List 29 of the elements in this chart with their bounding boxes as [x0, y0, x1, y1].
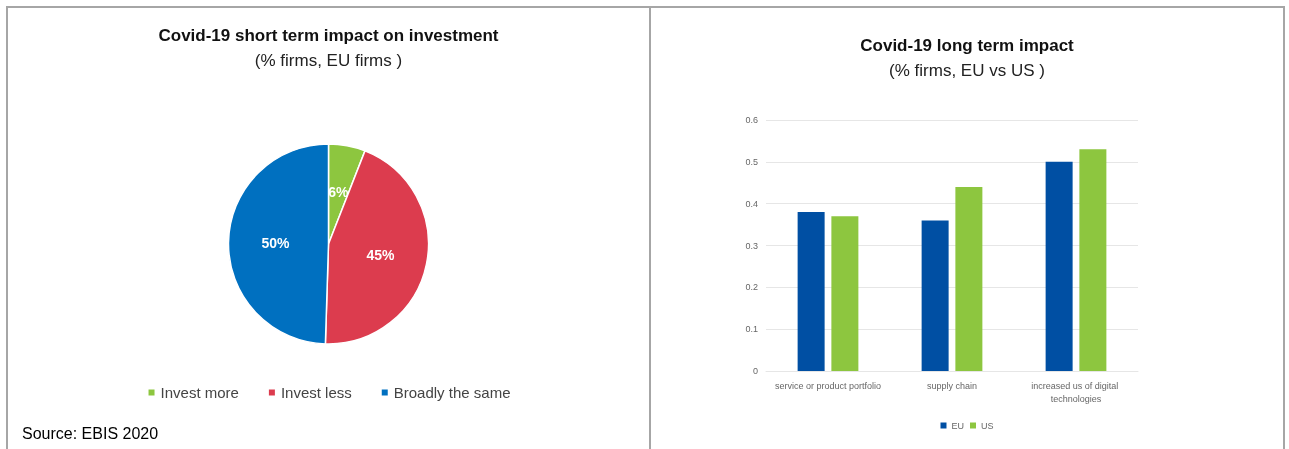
x-tick-label: supply chain [926, 380, 978, 391]
y-tick-label: 0.1 [745, 324, 758, 335]
bar [955, 186, 983, 371]
y-tick-label: 0.2 [745, 282, 758, 293]
chart-subtitle: (% firms, EU vs US ) [889, 61, 1045, 80]
x-tick-label: increased us of digital technologies [1031, 380, 1121, 404]
data-label: 6% [328, 183, 349, 200]
legend-label: Invest less [280, 384, 352, 401]
bar [921, 220, 949, 371]
y-tick-label: 0.4 [745, 198, 758, 209]
legend-label: Broadly the same [393, 384, 511, 401]
legend-label: Invest more [160, 384, 239, 401]
chart-subtitle: (% firms, EU firms ) [254, 51, 403, 70]
bar [797, 212, 825, 371]
legend-label: EU [951, 420, 965, 431]
legend-label: US [981, 420, 994, 431]
y-tick-label: 0.6 [745, 115, 758, 125]
x-tick-label: service or product portfolio [774, 380, 882, 391]
y-tick-label: 0 [752, 366, 758, 376]
bar [1045, 161, 1073, 371]
bar [831, 216, 859, 371]
y-tick-label: 0.3 [745, 240, 758, 251]
source-note: Source: EBIS 2020 [22, 425, 159, 443]
data-label: 50% [261, 235, 291, 252]
chart-title: Covid-19 short term impact on investment [158, 26, 499, 45]
y-tick-label: 0.5 [745, 156, 758, 167]
chart-title: Covid-19 long term impact [860, 36, 1075, 55]
data-label: 45% [366, 246, 395, 263]
bar [1079, 149, 1107, 371]
